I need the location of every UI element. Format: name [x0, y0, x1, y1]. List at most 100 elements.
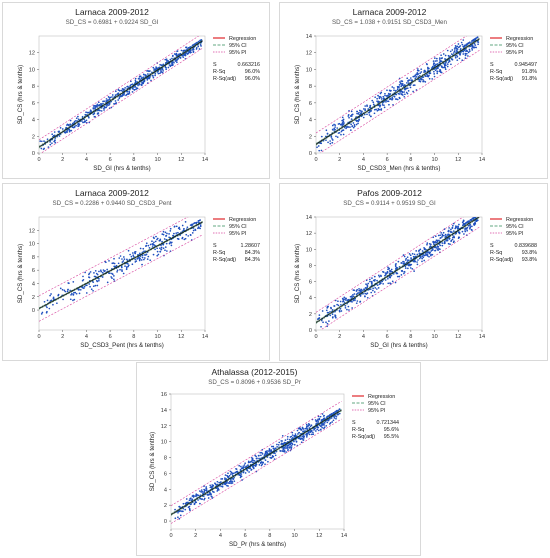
- scatter-point: [228, 482, 231, 485]
- stat-rsqadj-label: R-Sq(adj): [213, 257, 236, 263]
- scatter-point: [166, 232, 168, 235]
- scatter-point: [466, 50, 469, 53]
- scatter-point: [290, 446, 293, 449]
- scatter-point: [434, 60, 437, 62]
- scatter-point: [194, 229, 197, 232]
- scatter-point: [287, 448, 289, 451]
- scatter-point: [304, 427, 307, 430]
- scatter-point: [295, 441, 298, 443]
- scatter-point: [111, 94, 114, 96]
- scatter-point: [391, 280, 394, 283]
- legend-regression-label: Regression: [368, 394, 395, 400]
- scatter-point: [433, 64, 436, 67]
- scatter-point: [376, 279, 378, 282]
- scatter-point: [467, 55, 469, 57]
- scatter-point: [312, 433, 315, 436]
- scatter-point: [175, 225, 178, 228]
- scatter-point: [390, 274, 393, 277]
- scatter-point: [432, 236, 435, 239]
- scatter-point: [370, 291, 373, 294]
- scatter-point: [269, 456, 272, 459]
- scatter-point: [260, 464, 263, 467]
- scatter-point: [58, 135, 61, 137]
- scatter-point: [164, 58, 167, 61]
- scatter-point: [250, 456, 253, 459]
- scatter-point: [386, 271, 388, 274]
- scatter-point: [425, 248, 427, 251]
- y-tick-label: 16: [161, 392, 167, 398]
- scatter-point: [352, 293, 354, 296]
- scatter-point: [57, 130, 60, 133]
- x-tick-label: 2: [61, 334, 64, 340]
- scatter-point: [385, 101, 387, 103]
- scatter-point: [293, 443, 296, 446]
- scatter-point: [170, 64, 172, 66]
- scatter-point: [334, 415, 337, 417]
- scatter-point: [46, 138, 49, 141]
- scatter-point: [141, 263, 143, 266]
- scatter-point: [463, 223, 466, 226]
- scatter-point: [430, 243, 432, 246]
- scatter-point: [132, 252, 134, 254]
- scatter-point: [435, 239, 438, 242]
- scatter-point: [100, 270, 103, 273]
- scatter-point: [341, 121, 344, 124]
- scatter-point: [140, 84, 143, 87]
- scatter-point: [454, 45, 457, 47]
- scatter-point: [164, 249, 166, 252]
- scatter-point: [380, 108, 383, 110]
- y-tick-label: 6: [164, 471, 167, 477]
- scatter-point: [453, 240, 455, 243]
- scatter-point: [463, 44, 466, 47]
- scatter-point: [469, 223, 471, 226]
- scatter-point: [231, 482, 234, 484]
- scatter-point: [391, 98, 393, 101]
- scatter-point: [444, 64, 446, 67]
- scatter-point: [450, 231, 452, 234]
- scatter-point: [180, 49, 183, 52]
- scatter-point: [426, 75, 429, 78]
- scatter-point: [337, 300, 339, 303]
- scatter-point: [172, 54, 174, 57]
- scatter-point: [75, 124, 77, 127]
- scatter-point: [474, 222, 476, 224]
- scatter-point: [112, 278, 115, 281]
- y-tick-label: 4: [32, 281, 35, 287]
- scatter-point: [391, 96, 394, 99]
- scatter-point: [464, 57, 467, 59]
- x-tick-label: 10: [431, 334, 437, 340]
- scatter-point: [102, 269, 105, 271]
- x-tick-label: 2: [338, 334, 341, 340]
- scatter-point: [226, 474, 228, 477]
- stat-s-label: S: [490, 62, 494, 68]
- scatter-point: [329, 142, 332, 145]
- scatter-point: [122, 272, 125, 275]
- scatter-point: [186, 226, 189, 229]
- x-tick-label: 8: [132, 334, 135, 340]
- x-tick-label: 10: [154, 157, 160, 163]
- pi-lower-line: [320, 226, 480, 330]
- scatter-point: [325, 417, 328, 419]
- scatter-point: [473, 217, 475, 219]
- scatter-point: [225, 478, 228, 480]
- scatter-point: [451, 49, 454, 51]
- scatter-point: [419, 248, 422, 251]
- scatter-point: [93, 272, 95, 274]
- scatter-point: [268, 450, 270, 452]
- scatter-point: [369, 115, 372, 118]
- scatter-point: [387, 94, 390, 97]
- scatter-point: [190, 497, 192, 500]
- scatter-point: [94, 269, 97, 272]
- legend-pi-label: 95% PI: [506, 50, 523, 56]
- scatter-point: [165, 58, 168, 61]
- scatter-point: [417, 250, 420, 252]
- scatter-point: [446, 63, 449, 65]
- scatter-point: [444, 54, 447, 57]
- scatter-point: [368, 114, 371, 116]
- scatter-point: [419, 80, 422, 83]
- scatter-point: [446, 234, 449, 236]
- scatter-point: [412, 255, 415, 258]
- scatter-point: [342, 123, 345, 126]
- scatter-point: [182, 229, 185, 232]
- ci-upper-line: [39, 39, 203, 147]
